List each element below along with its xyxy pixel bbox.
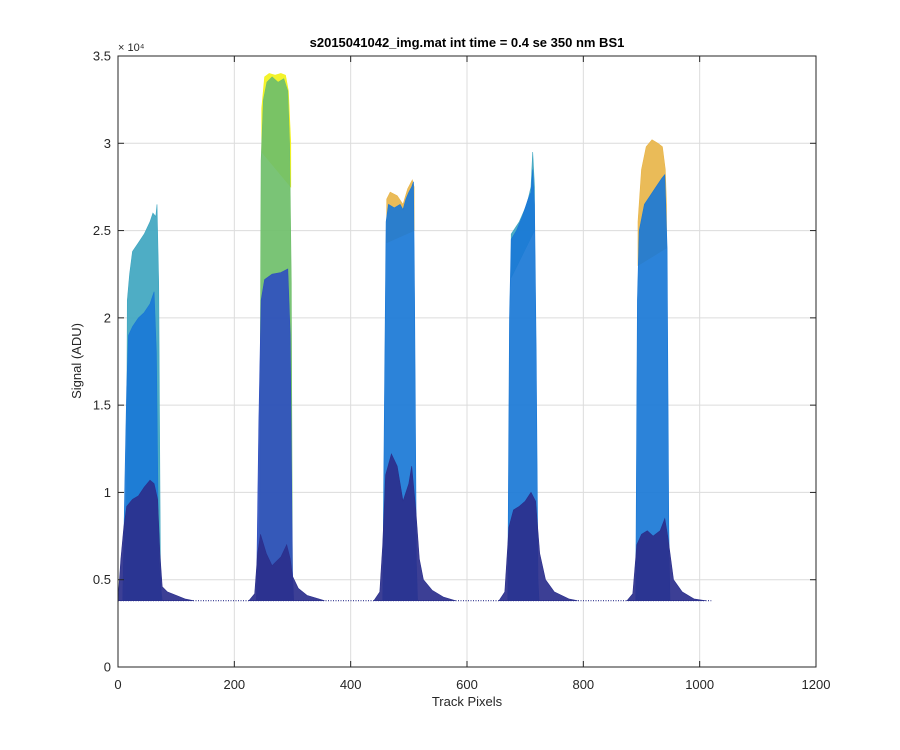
- peak-4: [498, 151, 578, 601]
- data-layer: [117, 73, 712, 602]
- grid-layer: [118, 56, 816, 667]
- peak-3-layer-dark: [373, 453, 456, 601]
- peak-2: [248, 73, 325, 601]
- y-tick-label: 0: [104, 660, 111, 675]
- x-tick-label: 200: [223, 677, 245, 692]
- y-tick-label: 0.5: [93, 572, 111, 587]
- peak-2-layer-dark: [248, 534, 325, 601]
- peak-4-layer-dark: [498, 491, 578, 601]
- axes-layer: 0 200 400 600 800 1000 1200 0 0.5 1 1.5 2 2.5 3 3.5: [93, 49, 831, 693]
- x-tick-label: 1000: [685, 677, 714, 692]
- peak-1: [117, 204, 194, 601]
- peak-5: [626, 139, 706, 601]
- peak-1-layer-dark: [117, 479, 194, 601]
- peak-5-layer-mid: [635, 173, 671, 601]
- peak-3: [373, 179, 456, 601]
- y-tick-label: 2: [104, 310, 111, 325]
- y-tick-label: 2.5: [93, 223, 111, 238]
- x-tick-label: 600: [456, 677, 478, 692]
- y-tick-label: 3: [104, 136, 111, 151]
- x-axis-title: Track Pixels: [432, 694, 503, 709]
- chart-title: s2015041042_img.mat int time = 0.4 se 35…: [310, 35, 625, 50]
- y-tick-label: 1.5: [93, 398, 111, 413]
- x-tick-label: 0: [114, 677, 121, 692]
- y-axis-title: Signal (ADU): [69, 323, 84, 399]
- y-exponent-label: × 10⁴: [118, 42, 145, 54]
- y-tick-label: 3.5: [93, 49, 111, 64]
- peak-5-layer-dark: [626, 517, 706, 601]
- x-tick-label: 400: [340, 677, 362, 692]
- y-tick-label: 1: [104, 485, 111, 500]
- x-tick-label: 800: [572, 677, 594, 692]
- x-tick-label: 1200: [802, 677, 831, 692]
